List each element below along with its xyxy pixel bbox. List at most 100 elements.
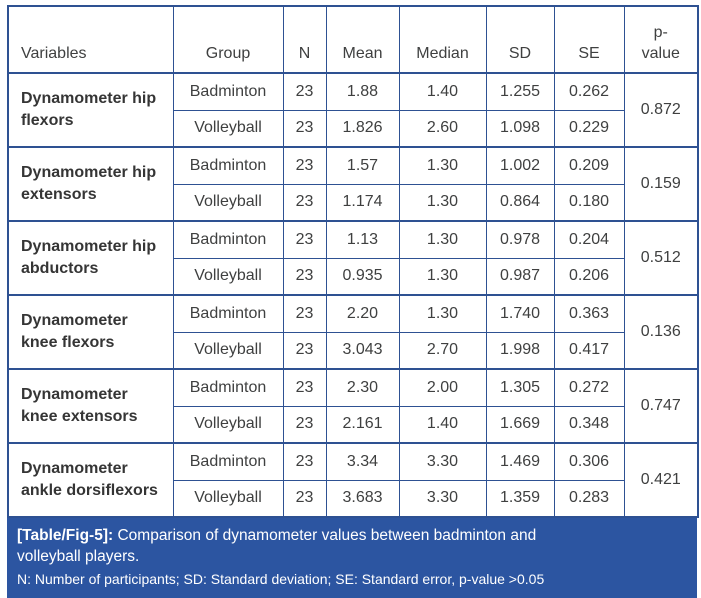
se-cell: 0.348: [553, 405, 625, 444]
mean-cell: 2.161: [325, 405, 400, 444]
mean-cell: 2.20: [325, 294, 400, 333]
median-cell: 1.30: [398, 220, 487, 259]
group-cell: Badminton: [172, 146, 284, 185]
se-cell: 0.206: [553, 257, 625, 296]
sd-cell: 1.669: [485, 405, 555, 444]
table-row: Dynamometer hip extensors Badminton 23 1.57…: [7, 146, 699, 222]
sd-cell: 1.998: [485, 331, 555, 370]
group-cell: Volleyball: [172, 257, 284, 296]
group-cell: Badminton: [172, 294, 284, 333]
n-cell: 23: [282, 442, 327, 481]
table-row: Volleyball 23 2.161 1.40 1.669 0.348: [8, 405, 698, 444]
se-cell: 0.204: [553, 220, 625, 259]
n-cell: 23: [282, 72, 327, 111]
mean-cell: 1.174: [325, 183, 400, 222]
table-caption: [Table/Fig-5]: Comparison of dynamometer…: [7, 518, 697, 598]
header-row: Variables Group N Mean Median SD SE p- v…: [7, 5, 699, 74]
n-cell: 23: [282, 146, 327, 185]
n-cell: 23: [282, 368, 327, 407]
median-cell: 1.30: [398, 183, 487, 222]
variable-cell: Dynamometer hip flexors: [7, 72, 174, 148]
sd-cell: 1.002: [485, 146, 555, 185]
table-header: Variables Group N Mean Median SD SE p- v…: [7, 5, 699, 74]
variable-group: Dynamometer hip extensors Badminton 23 1.57…: [7, 146, 699, 222]
se-cell: 0.363: [553, 294, 625, 333]
n-cell: 23: [282, 109, 327, 148]
sd-cell: 1.255: [485, 72, 555, 111]
column-header-p-value: p- value: [623, 5, 699, 74]
variable-group: Dynamometer hip flexors Badminton 23 1.88 1.…: [7, 72, 699, 148]
p-value-cell: 0.136: [623, 294, 699, 370]
p-value-cell: 0.421: [623, 442, 699, 518]
column-header-mean: Mean: [325, 5, 400, 74]
variable-group: Dynamometer knee extensors Badminton 23 2.3…: [7, 368, 699, 444]
table-figure: Variables Group N Mean Median SD SE p- v…: [7, 5, 699, 598]
column-header-median: Median: [398, 5, 487, 74]
table-row: Volleyball 23 0.935 1.30 0.987 0.206: [8, 257, 698, 296]
p-value-cell: 0.159: [623, 146, 699, 222]
caption-footnote: N: Number of participants; SD: Standard …: [17, 571, 545, 587]
group-cell: Badminton: [172, 442, 284, 481]
group-cell: Volleyball: [172, 183, 284, 222]
group-cell: Volleyball: [172, 109, 284, 148]
group-cell: Badminton: [172, 368, 284, 407]
variable-cell: Dynamometer hip extensors: [7, 146, 174, 222]
variable-group: Dynamometer ankle dorsiflexors Badminton 2…: [7, 442, 699, 518]
se-cell: 0.209: [553, 146, 625, 185]
mean-cell: 3.683: [325, 479, 400, 518]
se-cell: 0.283: [553, 479, 625, 518]
caption-main: [Table/Fig-5]: Comparison of dynamometer…: [17, 525, 569, 567]
group-cell: Badminton: [172, 220, 284, 259]
p-value-cell: 0.512: [623, 220, 699, 296]
column-header-se: SE: [553, 5, 625, 74]
table-row: Volleyball 23 3.043 2.70 1.998 0.417: [8, 331, 698, 370]
sd-cell: 1.740: [485, 294, 555, 333]
results-table: Variables Group N Mean Median SD SE p- v…: [7, 5, 699, 518]
table-row: Volleyball 23 1.826 2.60 1.098 0.229: [8, 109, 698, 148]
median-cell: 3.30: [398, 442, 487, 481]
sd-cell: 1.469: [485, 442, 555, 481]
group-cell: Volleyball: [172, 479, 284, 518]
p-value-cell: 0.872: [623, 72, 699, 148]
column-header-n: N: [282, 5, 327, 74]
se-cell: 0.306: [553, 442, 625, 481]
n-cell: 23: [282, 294, 327, 333]
n-cell: 23: [282, 183, 327, 222]
se-cell: 0.262: [553, 72, 625, 111]
median-cell: 1.30: [398, 146, 487, 185]
n-cell: 23: [282, 479, 327, 518]
median-cell: 1.40: [398, 405, 487, 444]
sd-cell: 0.978: [485, 220, 555, 259]
caption-label: [Table/Fig-5]:: [17, 527, 114, 544]
table-row: Dynamometer hip flexors Badminton 23 1.88 1.…: [7, 72, 699, 148]
n-cell: 23: [282, 405, 327, 444]
table-row: Dynamometer hip abductors Badminton 23 1.13…: [7, 220, 699, 296]
variable-cell: Dynamometer ankle dorsiflexors: [7, 442, 174, 518]
mean-cell: 1.826: [325, 109, 400, 148]
se-cell: 0.229: [553, 109, 625, 148]
caption-text: Comparison of dynamometer values between…: [17, 527, 537, 565]
table-row: Volleyball 23 1.174 1.30 0.864 0.180: [8, 183, 698, 222]
se-cell: 0.417: [553, 331, 625, 370]
median-cell: 1.40: [398, 72, 487, 111]
column-header-group: Group: [172, 5, 284, 74]
sd-cell: 1.098: [485, 109, 555, 148]
variable-group: Dynamometer hip abductors Badminton 23 1.13…: [7, 220, 699, 296]
mean-cell: 1.88: [325, 72, 400, 111]
variable-cell: Dynamometer knee extensors: [7, 368, 174, 444]
table-row: Dynamometer knee flexors Badminton 23 2.20 1…: [7, 294, 699, 370]
variable-cell: Dynamometer knee flexors: [7, 294, 174, 370]
group-cell: Volleyball: [172, 405, 284, 444]
column-header-sd: SD: [485, 5, 555, 74]
table-row: Dynamometer ankle dorsiflexors Badminton 2…: [7, 442, 699, 518]
mean-cell: 1.13: [325, 220, 400, 259]
se-cell: 0.272: [553, 368, 625, 407]
sd-cell: 0.987: [485, 257, 555, 296]
n-cell: 23: [282, 220, 327, 259]
table-row: Dynamometer knee extensors Badminton 23 2.3…: [7, 368, 699, 444]
mean-cell: 0.935: [325, 257, 400, 296]
median-cell: 2.60: [398, 109, 487, 148]
mean-cell: 2.30: [325, 368, 400, 407]
median-cell: 2.00: [398, 368, 487, 407]
p-value-cell: 0.747: [623, 368, 699, 444]
